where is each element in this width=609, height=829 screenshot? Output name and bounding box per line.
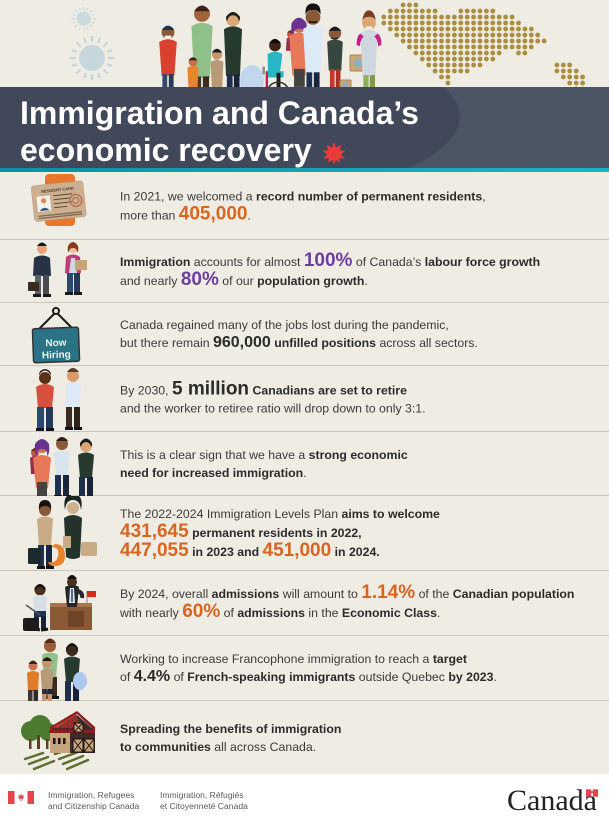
svg-text:Hiring: Hiring bbox=[42, 349, 71, 361]
svg-text:Now: Now bbox=[45, 338, 67, 350]
